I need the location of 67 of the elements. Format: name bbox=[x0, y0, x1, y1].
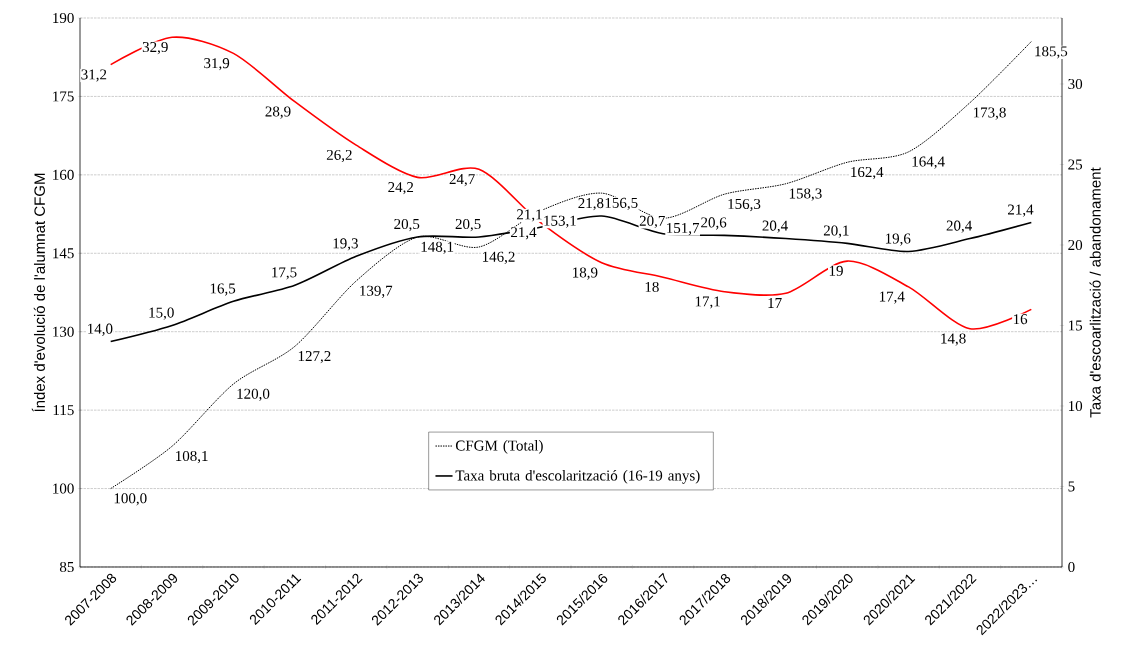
y-tick-label: 130 bbox=[53, 326, 74, 337]
data-label: 127,2 bbox=[298, 351, 331, 364]
y2-axis-title: Taxa d'escoarlització / abandonament bbox=[1089, 167, 1101, 418]
y-tick-label: 115 bbox=[53, 405, 74, 416]
y-tick-label: 190 bbox=[53, 12, 74, 24]
data-label: 17,5 bbox=[272, 267, 297, 280]
y2-tick-label: 0 bbox=[1068, 561, 1075, 573]
data-label: 20,5 bbox=[394, 218, 420, 232]
data-label: 20,7 bbox=[639, 215, 665, 229]
data-label: 21,4 bbox=[1008, 204, 1034, 217]
data-label: 24,7 bbox=[449, 174, 475, 187]
y-tick-label: 85 bbox=[59, 561, 74, 573]
data-label: 17 bbox=[768, 298, 782, 308]
y-tick-label: 100 bbox=[53, 483, 74, 494]
data-label: 20,6 bbox=[701, 217, 727, 230]
y2-tick-label: 5 bbox=[1068, 481, 1075, 492]
y2-tick-label: 10 bbox=[1068, 400, 1083, 412]
data-label: 18 bbox=[645, 281, 659, 293]
data-label: 16 bbox=[1013, 314, 1028, 325]
data-label: 20,5 bbox=[455, 218, 481, 232]
data-label: 31,9 bbox=[204, 58, 230, 71]
data-label: 108,1 bbox=[176, 450, 208, 464]
data-label: 15,0 bbox=[149, 307, 174, 320]
data-label: 28,9 bbox=[265, 106, 291, 119]
data-label: 19 bbox=[829, 265, 843, 276]
data-label: 31,2 bbox=[81, 69, 107, 82]
data-label: 21,8 bbox=[578, 198, 604, 211]
data-label: 173,8 bbox=[973, 107, 1006, 120]
y2-tick-label: 20 bbox=[1068, 239, 1083, 251]
data-label: 19,3 bbox=[333, 238, 358, 251]
data-label: 19,6 bbox=[885, 233, 911, 246]
legend-label: CFGM (Total) bbox=[455, 440, 543, 454]
data-label: 139,7 bbox=[360, 285, 393, 298]
data-label: 156,5 bbox=[605, 197, 638, 211]
y-axis-title: Índex d'evolució de l'alumnat CFGM bbox=[31, 173, 45, 412]
data-label: 17,1 bbox=[695, 296, 720, 309]
data-label: 14,0 bbox=[88, 323, 113, 336]
data-label: 21,1 bbox=[517, 209, 542, 222]
data-label: 164,4 bbox=[912, 156, 945, 169]
y-tick-label: 175 bbox=[53, 91, 74, 102]
data-label: 26,2 bbox=[326, 149, 352, 163]
data-label: 21,4 bbox=[511, 227, 537, 240]
data-label: 16,5 bbox=[210, 283, 236, 296]
data-label: 120,0 bbox=[237, 388, 270, 401]
y2-tick-label: 30 bbox=[1068, 78, 1083, 90]
data-label: 156,3 bbox=[728, 198, 761, 212]
y2-tick-label: 15 bbox=[1068, 320, 1083, 331]
data-label: 20,4 bbox=[762, 220, 788, 233]
data-label: 20,1 bbox=[823, 225, 849, 238]
data-label: 17,4 bbox=[879, 291, 905, 304]
data-label: 158,3 bbox=[789, 188, 822, 201]
data-label: 18,9 bbox=[573, 267, 598, 280]
data-label: 185,5 bbox=[1035, 46, 1068, 59]
data-label: 24,2 bbox=[388, 182, 414, 195]
data-label: 100,0 bbox=[114, 493, 147, 506]
y-tick-label: 160 bbox=[53, 169, 74, 180]
data-label: 14,8 bbox=[941, 333, 966, 346]
data-label: 32,9 bbox=[142, 42, 168, 55]
data-label: 162,4 bbox=[851, 167, 884, 180]
data-label: 146,2 bbox=[482, 251, 515, 264]
y2-tick-label: 25 bbox=[1068, 159, 1083, 170]
legend-label: Taxa bruta d'escolarització (16-19 anys) bbox=[455, 470, 700, 484]
y-tick-label: 145 bbox=[53, 248, 74, 259]
data-label: 20,4 bbox=[946, 220, 972, 233]
data-label: 148,1 bbox=[421, 241, 454, 255]
data-label: 153,1 bbox=[544, 215, 576, 228]
data-label: 151,7 bbox=[667, 222, 700, 236]
